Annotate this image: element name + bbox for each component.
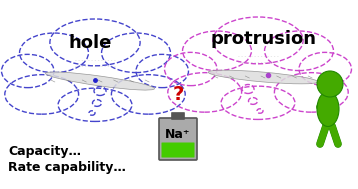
- Text: - - - - - - - - - - - - -: - - - - - - - - - - - - -: [238, 60, 279, 66]
- Text: - - - - - - - - - - - - -: - - - - - - - - - - - - -: [74, 59, 115, 64]
- FancyBboxPatch shape: [161, 143, 194, 157]
- Ellipse shape: [317, 91, 339, 126]
- FancyBboxPatch shape: [171, 112, 184, 119]
- Ellipse shape: [45, 72, 154, 90]
- FancyBboxPatch shape: [159, 118, 197, 160]
- Text: protrusion: protrusion: [210, 30, 316, 48]
- Circle shape: [317, 71, 343, 97]
- Ellipse shape: [208, 70, 318, 84]
- Text: - - - - - - - - - - - - -: - - - - - - - - - - - - -: [238, 54, 279, 60]
- Text: - - - - - - - - - - - - -: - - - - - - - - - - - - -: [74, 64, 115, 68]
- Text: Rate capability…: Rate capability…: [8, 160, 126, 174]
- Text: ?: ?: [172, 85, 184, 105]
- Text: hole: hole: [68, 34, 112, 52]
- Text: Na⁺: Na⁺: [165, 129, 191, 142]
- Text: Capacity…: Capacity…: [8, 145, 81, 157]
